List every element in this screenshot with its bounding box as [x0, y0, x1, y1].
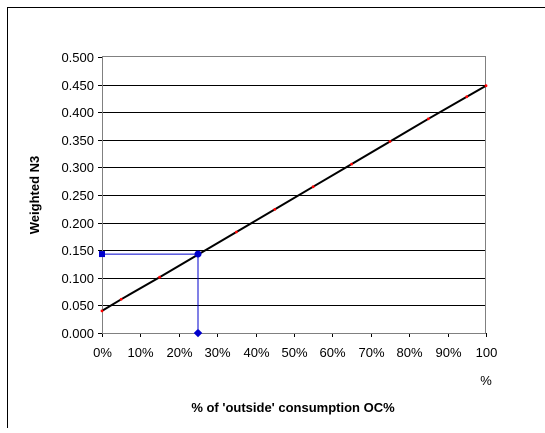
data-point — [120, 298, 123, 301]
y-tick-label: 0.300 — [61, 160, 94, 175]
x-tick-label: 60% — [319, 345, 345, 360]
data-point — [389, 140, 392, 143]
y-tick-label: 0.100 — [61, 271, 94, 286]
data-point — [350, 163, 353, 166]
data-point — [485, 84, 488, 87]
x-axis-tick-labels: 0% 10% 20% 30% 40% 50% 60% 70% 80% 90% 100 — [93, 345, 497, 360]
data-point — [235, 231, 238, 234]
annotation-point — [195, 251, 202, 258]
y-axis-tick-labels: 0.000 0.050 0.100 0.150 0.200 0.250 0.300 0.350… — [61, 50, 94, 341]
data-point — [312, 185, 315, 188]
x-tick-label: 40% — [243, 345, 269, 360]
x-tick-label: 70% — [358, 345, 384, 360]
data-point — [427, 117, 430, 120]
y-tick-label: 0.250 — [61, 188, 94, 203]
x-tick-label: 0% — [93, 345, 112, 360]
y-tick-label: 0.350 — [61, 133, 94, 148]
x-tick-label: 90% — [435, 345, 461, 360]
y-tick-label: 0.000 — [61, 326, 94, 341]
x-tick-label: 20% — [166, 345, 192, 360]
y-tick-label: 0.500 — [61, 50, 94, 65]
annotation — [99, 251, 202, 338]
grid-lines — [98, 58, 487, 338]
data-point — [465, 95, 468, 98]
x-unit-label: % — [480, 373, 492, 388]
data-point — [101, 310, 104, 313]
annotation-y-marker — [99, 251, 105, 257]
data-point — [158, 276, 161, 279]
x-tick-label: 80% — [396, 345, 422, 360]
y-tick-label: 0.150 — [61, 243, 94, 258]
x-tick-label: 100 — [476, 345, 498, 360]
x-axis-title: % of 'outside' consumption OC% — [191, 400, 395, 415]
y-tick-label: 0.450 — [61, 78, 94, 93]
x-tick-label: 30% — [204, 345, 230, 360]
y-axis-title: Weighted N3 — [27, 156, 42, 235]
y-tick-label: 0.050 — [61, 298, 94, 313]
data-point — [273, 208, 276, 211]
y-tick-label: 0.400 — [61, 105, 94, 120]
x-tick-label: 10% — [127, 345, 153, 360]
x-tick-label: 50% — [281, 345, 307, 360]
annotation-x-marker — [194, 329, 202, 337]
y-tick-label: 0.200 — [61, 216, 94, 231]
